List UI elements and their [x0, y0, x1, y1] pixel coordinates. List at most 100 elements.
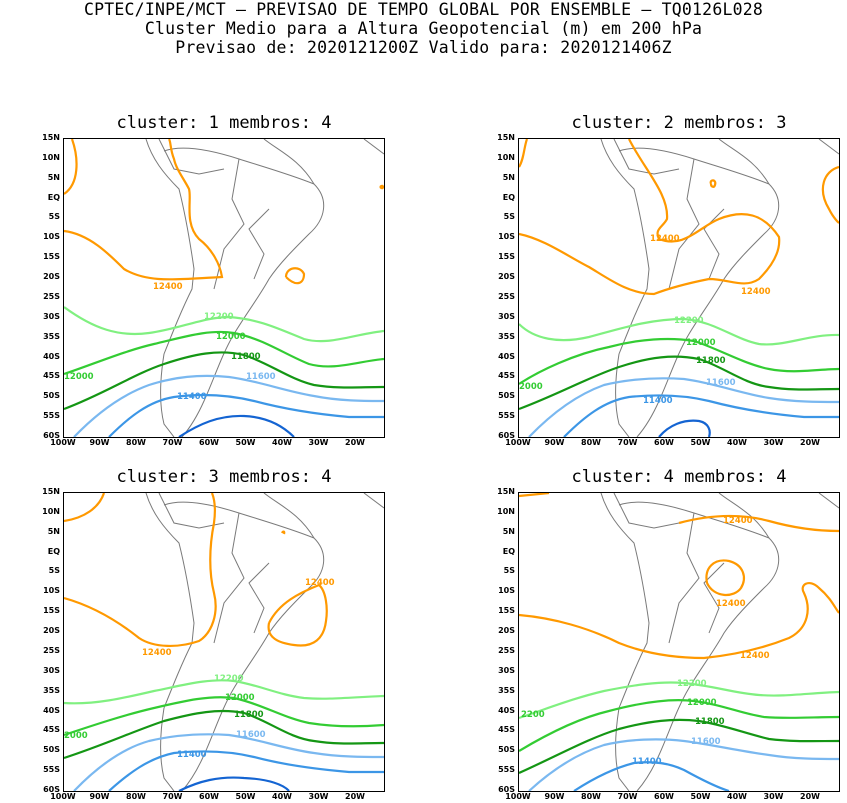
panel-1-lon-label: 100W [50, 438, 76, 447]
panel-2-label-12400a: 12400 [650, 234, 680, 244]
panel-3-lat-label: 25S [43, 645, 60, 655]
panel-4-lat-label: 60S [498, 785, 515, 795]
panel-1-lat-label: 10S [43, 232, 60, 242]
panel-4-lat-label: 15S [498, 606, 515, 616]
panel-3-lon-label: 80W [126, 792, 146, 801]
panel-1-map: 12400 12200 12000 12000 11800 11600 1140… [63, 138, 385, 438]
panel-4-label-12000b: 2200 [521, 710, 545, 720]
panel-2-lon-label: 100W [505, 438, 531, 447]
panel-3-lon-label: 50W [235, 792, 256, 801]
panel-3-label-11800: 11800 [234, 710, 264, 720]
panel-2-label-12000b: 2000 [519, 382, 543, 392]
panel-2-lat-label: 35S [498, 331, 515, 341]
panel-2-lat-label: 10S [498, 232, 515, 242]
panel-1-lat-label: 30S [43, 311, 60, 321]
panel-2-lat-label: 20S [498, 272, 515, 282]
panel-2-label-12200: 12200 [674, 316, 704, 326]
panel-3-lat-label: 20S [43, 626, 60, 636]
panel-4-lon-label: 100W [505, 792, 531, 801]
panel-1-lat-label: 40S [43, 351, 60, 361]
panel-4-lat-label: 55S [498, 765, 515, 775]
panel-3-lat-label: 50S [43, 745, 60, 755]
panel-3-coastline [145, 493, 384, 791]
panel-3-lon-label: 40W [272, 792, 292, 801]
panel-3-label-12000a: 12000 [225, 693, 255, 703]
panel-1-lat-label: 55S [43, 411, 60, 421]
panel-4-label-12400a: 12400 [723, 516, 753, 526]
panel-1-lon-label: 60W [199, 438, 219, 447]
panel-1-label-12000a: 12000 [216, 332, 246, 342]
panel-2-contours: 12400 12400 12200 12000 2000 11800 11600… [519, 139, 839, 437]
panel-4-label-12200: 12200 [677, 679, 707, 689]
panel-2-lat-label: 50S [498, 391, 515, 401]
panel-4-coastline [600, 493, 839, 791]
panel-3-lon-label: 30W [308, 792, 329, 801]
panel-3-lat-label: 60S [43, 785, 60, 795]
panel-1-lat-label: 25S [43, 291, 60, 301]
panel-3-title: cluster: 3 membros: 4 [116, 467, 332, 487]
panel-3-lat-label: 10N [42, 506, 60, 516]
panel-2-label-12400b: 12400 [741, 287, 771, 297]
panel-3-lat-label: 55S [43, 765, 60, 775]
panel-1-lon-label: 80W [126, 438, 146, 447]
panel-4-lat-label: 5N [502, 526, 515, 536]
panel-3-lon-label: 90W [89, 792, 110, 801]
panel-2-label-11800: 11800 [696, 356, 726, 366]
panel-2-lat-label: 15N [497, 133, 515, 142]
panel-1-lon-label: 70W [162, 438, 183, 447]
panel-2-lat-label: 15S [498, 252, 515, 262]
panel-2-lon-label: 20W [800, 438, 820, 447]
panel-2-lat-label: 25S [498, 291, 515, 301]
panel-2-lat-label: EQ [502, 192, 515, 202]
panel-3-lat-label: 5N [47, 526, 60, 536]
panel-3-label-11400: 11400 [177, 750, 207, 760]
panel-3-lon-label: 100W [50, 792, 76, 801]
panel-1-lat-label: EQ [47, 192, 60, 202]
panel-4-label-11800: 11800 [695, 717, 725, 727]
panel-2-label-11600: 11600 [706, 378, 736, 388]
panel-4-lat-label: 15N [497, 487, 515, 496]
header-line-3: Previsao de: 2020121200Z Valido para: 20… [175, 38, 672, 57]
panel-2-lon-label: 80W [581, 438, 601, 447]
panel-2-lat-label: 30S [498, 311, 515, 321]
panel-4-contours: 12400 12400 12400 12200 12000 2200 11800… [519, 493, 839, 791]
panel-2-lat-label: 10N [497, 152, 515, 162]
panel-2-lat-label: 5S [503, 212, 515, 222]
panel-4-lat-label: 30S [498, 665, 515, 675]
panel-1-lat-label: 10N [42, 152, 60, 162]
panel-4-lat-label: 35S [498, 685, 515, 695]
panel-1-title: cluster: 1 membros: 4 [116, 113, 332, 133]
panel-2-lon-label: 50W [690, 438, 711, 447]
panel-2-lon-label: 90W [544, 438, 565, 447]
panel-4-lon-label: 20W [800, 792, 820, 801]
panel-2-lon-label: 70W [617, 438, 638, 447]
panel-2-lat-label: 55S [498, 411, 515, 421]
panel-4-lat-label: 25S [498, 645, 515, 655]
panel-4-lon-label: 70W [617, 792, 638, 801]
header-line-1: CPTEC/INPE/MCT — PREVISAO DE TEMPO GLOBA… [84, 0, 763, 19]
figure-header: CPTEC/INPE/MCT — PREVISAO DE TEMPO GLOBA… [0, 0, 847, 57]
panel-4-lon-label: 60W [654, 792, 674, 801]
panel-4-label-12400c: 12400 [740, 651, 770, 661]
panel-3-map: 12400 12400 12200 12000 2000 11800 11600… [63, 492, 385, 792]
panel-2-lat-label: 5N [502, 172, 515, 182]
panel-4-title: cluster: 4 membros: 4 [571, 467, 787, 487]
panel-2-lat-label: 45S [498, 371, 515, 381]
panel-4-map: 12400 12400 12400 12200 12000 2200 11800… [518, 492, 840, 792]
panel-4-lat-label: EQ [502, 546, 515, 556]
panel-1-lon-label: 30W [308, 438, 329, 447]
panel-3-lat-label: 45S [43, 725, 60, 735]
panel-3-lat-label: EQ [47, 546, 60, 556]
panel-1-label-11800: 11800 [231, 352, 261, 362]
panel-3-lat-label: 35S [43, 685, 60, 695]
panel-3-lat-label: 30S [43, 665, 60, 675]
panel-2-coastline [600, 139, 839, 437]
panel-1-label-11400: 11400 [177, 392, 207, 402]
panel-1-lat-label: 20S [43, 272, 60, 282]
panel-1-lat-label: 15S [43, 252, 60, 262]
panel-2-label-11400: 11400 [643, 396, 673, 406]
panel-4-lat-label: 20S [498, 626, 515, 636]
panel-3-label-12400b: 12400 [305, 578, 335, 588]
panel-4-lon-label: 40W [727, 792, 747, 801]
panel-3-label-12400a: 12400 [142, 648, 172, 658]
